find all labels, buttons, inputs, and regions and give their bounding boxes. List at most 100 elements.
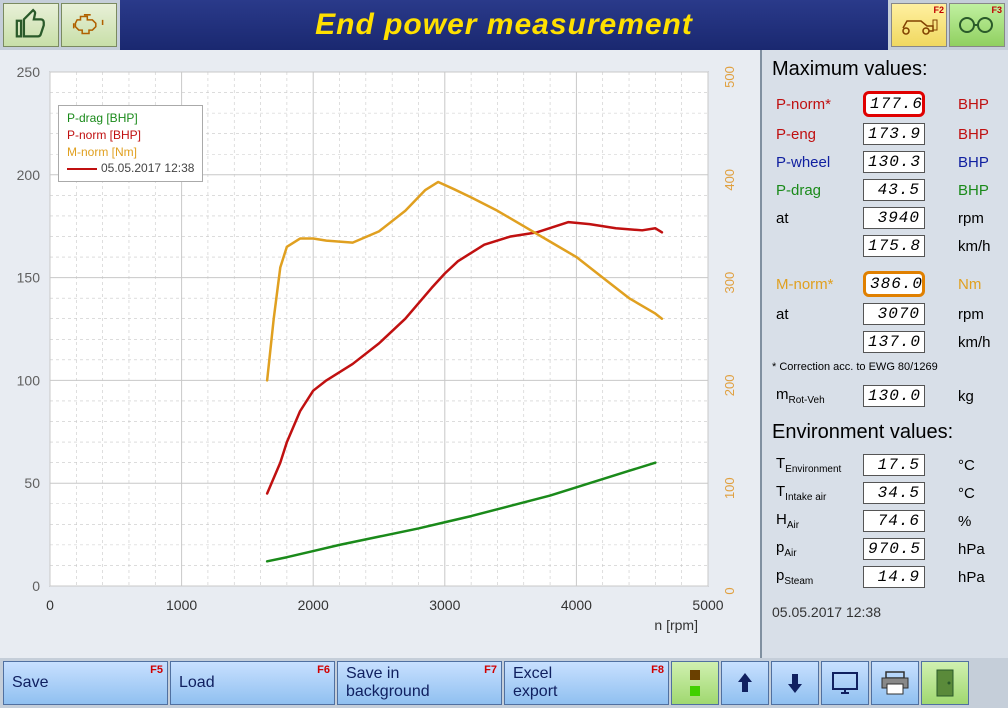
svg-text:4000: 4000 [561, 597, 592, 613]
value-label: HAir [774, 508, 859, 534]
value-box: 3940 [863, 207, 925, 229]
fkey-label: F3 [991, 5, 1002, 15]
side-panel: Maximum values: P-norm*177.6BHPP-eng173.… [760, 50, 1008, 658]
max-values-table: P-norm*177.6BHPP-eng173.9BHPP-wheel130.3… [772, 87, 998, 261]
excel-export-button[interactable]: F8 Excel export [504, 661, 669, 705]
legend-item: M-norm [Nm] [67, 144, 194, 161]
arrow-down-icon [784, 669, 806, 697]
value-label: at [774, 301, 859, 327]
indicator-button[interactable] [671, 661, 719, 705]
value-box: 43.5 [863, 179, 925, 201]
value-box: 130.3 [863, 151, 925, 173]
arrow-up-button[interactable] [721, 661, 769, 705]
value-label: P-drag [774, 177, 859, 203]
thumbs-up-button[interactable] [3, 3, 59, 47]
save-in-background-button[interactable]: F7Save in background [337, 661, 502, 705]
legend-item: P-norm [BHP] [67, 127, 194, 144]
value-unit: rpm [956, 301, 996, 327]
value-label: pSteam [774, 564, 859, 590]
value-unit: hPa [956, 536, 996, 562]
svg-text:100: 100 [722, 477, 737, 499]
mrot-row: mRot-Veh 130.0 kg [772, 381, 998, 411]
load-button[interactable]: F6Load [170, 661, 335, 705]
monitor-button[interactable] [821, 661, 869, 705]
page-title: End power measurement [120, 0, 888, 50]
side-timestamp: 05.05.2017 12:38 [772, 604, 998, 620]
legend-timestamp: 05.05.2017 12:38 [67, 160, 194, 177]
value-unit: Nm [956, 269, 996, 299]
svg-text:250: 250 [17, 64, 41, 80]
value-unit: BHP [956, 149, 996, 175]
value-box: 177.6 [863, 91, 925, 117]
rollers-button[interactable]: F3 [949, 3, 1005, 47]
bottom-toolbar: F5 Save F6LoadF7Save in background F8 Excel … [0, 658, 1008, 708]
value-box: 34.5 [863, 482, 925, 504]
printer-icon [880, 670, 910, 696]
svg-text:1000: 1000 [166, 597, 197, 613]
top-left-buttons [0, 0, 120, 50]
svg-text:200: 200 [722, 375, 737, 397]
exit-button[interactable] [921, 661, 969, 705]
chart-panel: 0100020003000400050000501001502002500100… [0, 50, 760, 658]
svg-text:2000: 2000 [298, 597, 329, 613]
value-box: 175.8 [863, 235, 925, 257]
value-label [774, 329, 859, 355]
button-label: Excel export [513, 665, 557, 701]
fkey-label: F5 [150, 664, 163, 676]
value-unit: BHP [956, 89, 996, 119]
main-content: 0100020003000400050000501001502002500100… [0, 50, 1008, 658]
svg-text:200: 200 [17, 167, 41, 183]
value-label: TIntake air [774, 480, 859, 506]
fkey-label: F2 [933, 5, 944, 15]
value-unit: km/h [956, 329, 996, 355]
svg-text:0: 0 [46, 597, 54, 613]
value-label [774, 233, 859, 259]
value-label: TEnvironment [774, 452, 859, 478]
env-values-table: TEnvironment17.5°CTIntake air34.5°CHAir7… [772, 450, 998, 592]
value-unit: % [956, 508, 996, 534]
svg-text:5000: 5000 [692, 597, 723, 613]
indicator-icon [686, 668, 704, 698]
env-values-title: Environment values: [772, 421, 998, 444]
legend-item: P-drag [BHP] [67, 110, 194, 127]
bottom-fkey-buttons: F5 Save F6LoadF7Save in background F8 Excel … [3, 661, 669, 705]
value-unit: rpm [956, 205, 996, 231]
svg-text:400: 400 [722, 169, 737, 191]
print-button[interactable] [871, 661, 919, 705]
value-label: P-norm* [774, 89, 859, 119]
value-box: 386.0 [863, 271, 925, 297]
monitor-icon [830, 670, 860, 696]
fkey-label: F6 [317, 664, 330, 676]
fkey-label: F8 [651, 664, 664, 676]
vehicle-button[interactable]: F2 [891, 3, 947, 47]
engine-button[interactable] [61, 3, 117, 47]
value-unit: °C [956, 480, 996, 506]
svg-text:300: 300 [722, 272, 737, 294]
value-unit: hPa [956, 564, 996, 590]
value-label: at [774, 205, 859, 231]
fkey-label: F7 [484, 664, 497, 676]
value-unit: BHP [956, 121, 996, 147]
value-unit: BHP [956, 177, 996, 203]
svg-text:0: 0 [32, 578, 40, 594]
arrow-down-button[interactable] [771, 661, 819, 705]
value-box: 970.5 [863, 538, 925, 560]
value-box: 173.9 [863, 123, 925, 145]
svg-text:150: 150 [17, 270, 41, 286]
top-toolbar: End power measurement F2 F3 [0, 0, 1008, 50]
value-unit: °C [956, 452, 996, 478]
chart-legend: P-drag [BHP]P-norm [BHP]M-norm [Nm]05.05… [58, 105, 203, 182]
svg-text:100: 100 [17, 372, 41, 388]
value-unit: km/h [956, 233, 996, 259]
value-box: 74.6 [863, 510, 925, 532]
door-icon [934, 668, 956, 698]
correction-footnote: * Correction acc. to EWG 80/1269 [772, 361, 998, 373]
button-label: Save [12, 674, 48, 692]
svg-text:500: 500 [722, 66, 737, 88]
thumbs-up-icon [14, 8, 48, 42]
value-label: pAir [774, 536, 859, 562]
top-right-buttons: F2 F3 [888, 0, 1008, 50]
max-values-title: Maximum values: [772, 58, 998, 81]
save-button[interactable]: F5 Save [3, 661, 168, 705]
value-box: 14.9 [863, 566, 925, 588]
